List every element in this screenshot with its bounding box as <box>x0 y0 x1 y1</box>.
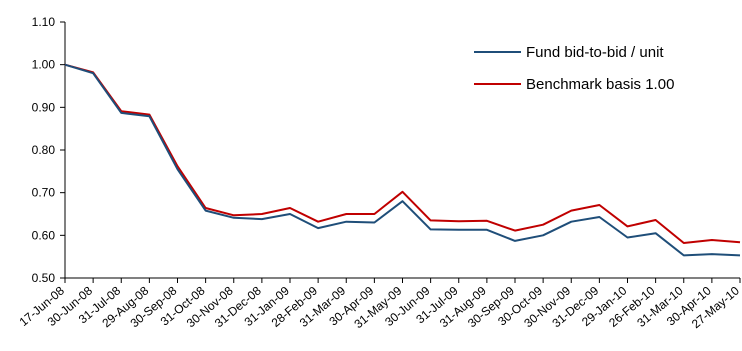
y-tick-label: 0.80 <box>32 143 56 157</box>
legend-label: Fund bid-to-bid / unit <box>526 44 664 61</box>
series-line-benchmark <box>64 63 741 244</box>
series-line-fund <box>64 63 741 257</box>
legend-label: Benchmark basis 1.00 <box>526 76 674 93</box>
x-axis: 17-Jun-0830-Jun-0831-Jul-0829-Aug-0830-S… <box>17 277 742 331</box>
y-axis: 0.50 0.60 0.70 0.80 0.90 1.00 1.10 <box>32 15 66 285</box>
y-tick-label: 1.00 <box>32 58 56 72</box>
y-tick-label: 0.70 <box>32 186 56 200</box>
y-tick-label: 0.90 <box>32 100 56 114</box>
y-tick-label: 0.50 <box>32 271 56 285</box>
y-tick-label: 1.10 <box>32 15 56 29</box>
y-tick-label: 0.60 <box>32 228 56 242</box>
series-lines <box>64 63 741 257</box>
legend: Fund bid-to-bid / unit Benchmark basis 1.… <box>474 44 674 93</box>
